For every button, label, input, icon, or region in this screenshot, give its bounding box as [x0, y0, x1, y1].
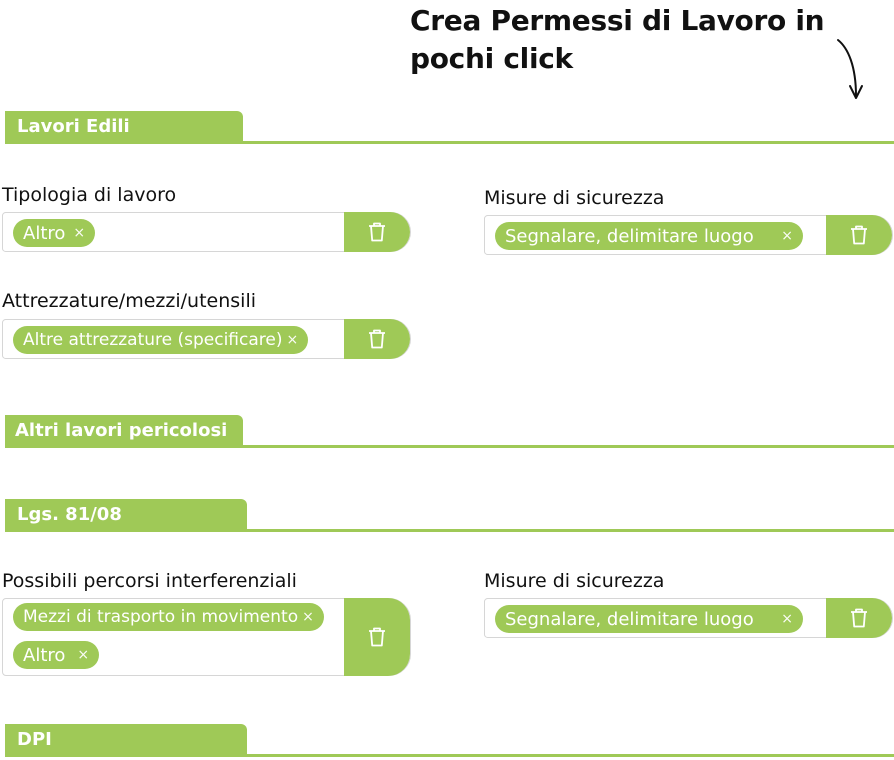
- chip-label: Segnalare, delimitare luogo: [505, 225, 754, 247]
- trash-icon: [369, 627, 385, 647]
- section-divider: [5, 529, 894, 532]
- tipologia-label: Tipologia di lavoro: [2, 184, 177, 206]
- delete-button[interactable]: [344, 319, 410, 359]
- chip-label: Altro: [23, 644, 66, 666]
- percorsi-select[interactable]: Mezzi di trasporto in movimento × Altro …: [2, 598, 411, 676]
- tipologia-select[interactable]: Altro ×: [2, 212, 411, 252]
- delete-button[interactable]: [344, 598, 410, 676]
- trash-icon: [851, 225, 867, 245]
- close-icon[interactable]: ×: [286, 332, 299, 348]
- section-altri-lavori: Altri lavori pericolosi: [0, 415, 894, 451]
- section-dpi: DPI: [0, 724, 894, 760]
- misure-label-2: Misure di sicurezza: [484, 570, 665, 592]
- chip: Segnalare, delimitare luogo ×: [495, 222, 803, 250]
- attrezzature-select[interactable]: Altre attrezzature (specificare) ×: [2, 319, 411, 359]
- section-title: Lavori Edili: [5, 111, 243, 143]
- trash-icon: [369, 329, 385, 349]
- close-icon[interactable]: ×: [77, 647, 90, 663]
- percorsi-label: Possibili percorsi interferenziali: [2, 570, 297, 592]
- chip: Segnalare, delimitare luogo ×: [495, 605, 803, 633]
- chip-label: Altre attrezzature (specificare): [23, 330, 283, 350]
- section-lgs: Lgs. 81/08: [0, 499, 894, 535]
- section-divider: [5, 141, 894, 144]
- close-icon[interactable]: ×: [73, 225, 86, 241]
- chip: Altro ×: [13, 219, 96, 247]
- section-divider: [5, 445, 894, 448]
- delete-button[interactable]: [344, 212, 410, 252]
- misure-label: Misure di sicurezza: [484, 187, 665, 209]
- chip-label: Mezzi di trasporto in movimento: [23, 607, 299, 627]
- close-icon[interactable]: ×: [781, 611, 793, 627]
- chip: Altre attrezzature (specificare) ×: [13, 326, 309, 354]
- delete-button[interactable]: [826, 215, 892, 255]
- close-icon[interactable]: ×: [781, 228, 793, 244]
- section-title: Altri lavori pericolosi: [5, 415, 243, 447]
- chip-label: Segnalare, delimitare luogo: [505, 608, 754, 630]
- section-divider: [5, 754, 894, 757]
- trash-icon: [851, 608, 867, 628]
- section-title: DPI: [5, 724, 247, 756]
- curved-arrow-down-icon: [837, 39, 863, 99]
- delete-button[interactable]: [826, 598, 892, 638]
- misure-select-2[interactable]: Segnalare, delimitare luogo ×: [484, 598, 893, 638]
- misure-select[interactable]: Segnalare, delimitare luogo ×: [484, 215, 893, 255]
- chip: Mezzi di trasporto in movimento ×: [13, 603, 324, 631]
- close-icon[interactable]: ×: [302, 609, 314, 625]
- trash-icon: [369, 222, 385, 242]
- chip: Altro ×: [13, 641, 100, 669]
- section-title: Lgs. 81/08: [5, 499, 247, 531]
- section-lavori-edili: Lavori Edili: [0, 111, 894, 147]
- chip-label: Altro: [23, 222, 66, 244]
- headline: Crea Permessi di Lavoro in pochi click: [410, 4, 825, 75]
- attrezzature-label: Attrezzature/mezzi/utensili: [2, 290, 256, 312]
